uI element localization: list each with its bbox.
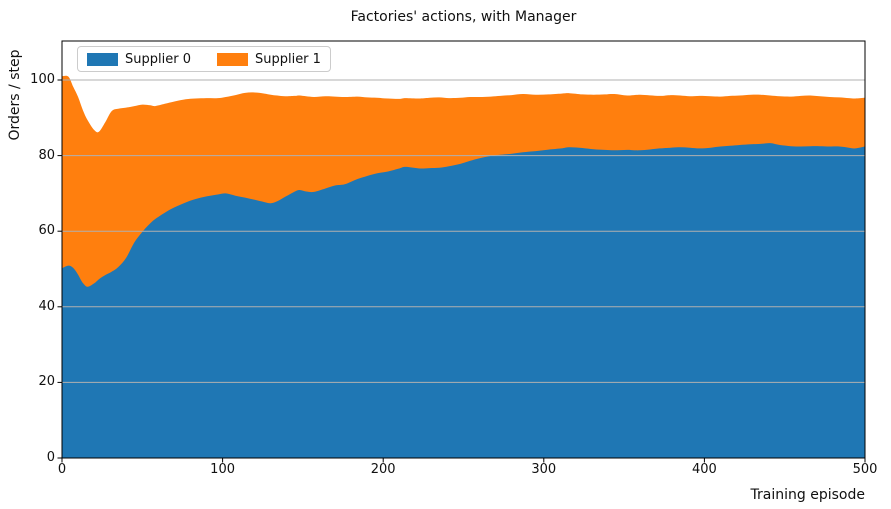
y-tick-label: 100 xyxy=(30,72,55,87)
y-tick-label: 60 xyxy=(38,223,55,239)
x-tick-label: 500 xyxy=(852,462,878,477)
x-tick-label: 100 xyxy=(210,462,235,477)
x-axis-label: Training episode xyxy=(750,487,865,503)
area-supplier-0 xyxy=(62,143,865,458)
y-tick-label: 0 xyxy=(46,450,55,465)
axes-spines xyxy=(61,40,866,459)
legend-label: Supplier 1 xyxy=(254,51,321,67)
x-tick-label: 0 xyxy=(57,462,67,477)
y-axis-label: Orders / step xyxy=(7,49,23,141)
legend-swatch-supplier-0 xyxy=(87,52,118,66)
legend-label: Supplier 0 xyxy=(125,51,191,67)
legend-swatch-supplier-1 xyxy=(216,52,248,66)
y-tick-label: 80 xyxy=(38,147,55,163)
legend-item: Supplier 0 xyxy=(87,52,191,67)
x-tick-label: 400 xyxy=(691,462,717,477)
chart-title: Factories' actions, with Manager xyxy=(350,9,577,25)
legend: Supplier 0 Supplier 1 xyxy=(77,46,331,72)
y-tick-label: 40 xyxy=(38,298,55,314)
x-tick-label: 200 xyxy=(370,462,396,477)
y-tick-label: 20 xyxy=(38,374,55,390)
x-tick-label: 300 xyxy=(531,462,557,477)
legend-item: Supplier 1 xyxy=(216,51,321,67)
